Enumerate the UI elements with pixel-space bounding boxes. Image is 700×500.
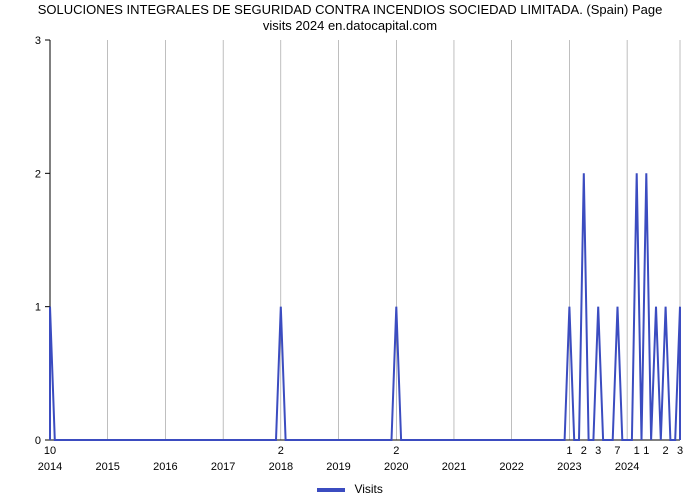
svg-text:3: 3 xyxy=(35,35,41,47)
svg-text:1: 1 xyxy=(566,445,572,457)
svg-text:7: 7 xyxy=(614,445,620,457)
svg-text:2024: 2024 xyxy=(615,461,639,473)
svg-text:3: 3 xyxy=(595,445,601,457)
svg-text:2: 2 xyxy=(278,445,284,457)
svg-text:2017: 2017 xyxy=(211,461,235,473)
svg-text:2020: 2020 xyxy=(384,461,408,473)
svg-text:2: 2 xyxy=(393,445,399,457)
svg-text:2021: 2021 xyxy=(442,461,466,473)
svg-text:1: 1 xyxy=(643,445,649,457)
svg-text:2: 2 xyxy=(581,445,587,457)
svg-text:2014: 2014 xyxy=(38,461,62,473)
svg-text:2018: 2018 xyxy=(269,461,293,473)
svg-text:1: 1 xyxy=(634,445,640,457)
svg-text:2023: 2023 xyxy=(557,461,581,473)
svg-text:2019: 2019 xyxy=(326,461,350,473)
svg-text:2015: 2015 xyxy=(95,461,119,473)
svg-text:2: 2 xyxy=(663,445,669,457)
legend-swatch xyxy=(317,488,345,492)
svg-text:2: 2 xyxy=(35,168,41,180)
svg-text:2016: 2016 xyxy=(153,461,177,473)
visits-line-chart: 0123102212371123201420152016201720182019… xyxy=(0,0,700,500)
svg-text:1: 1 xyxy=(35,302,41,314)
legend: Visits xyxy=(0,482,700,496)
svg-text:3: 3 xyxy=(677,445,683,457)
svg-text:2022: 2022 xyxy=(499,461,523,473)
legend-label: Visits xyxy=(354,482,382,496)
svg-text:0: 0 xyxy=(35,435,41,447)
svg-text:10: 10 xyxy=(44,445,56,457)
